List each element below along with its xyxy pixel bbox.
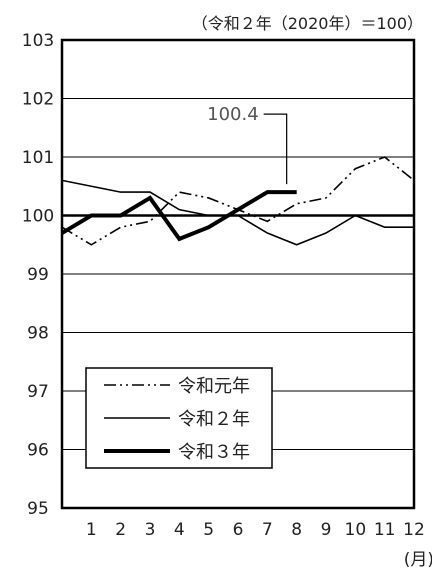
x-tick-label: 6 bbox=[233, 520, 244, 540]
x-tick-label: 2 bbox=[115, 520, 126, 540]
y-tick-label: 98 bbox=[27, 324, 49, 344]
x-tick-label: 3 bbox=[145, 520, 156, 540]
annotation-leader-line bbox=[263, 113, 288, 185]
annotation: 100.4 bbox=[207, 104, 288, 185]
series-line-2 bbox=[61, 179, 414, 246]
x-axis-tick-labels: 1 2 3 4 5 6 7 8 9 10 11 12 bbox=[86, 520, 425, 540]
x-tick-label: 9 bbox=[321, 520, 332, 540]
chart-note: （令和２年（2020年）＝100） bbox=[192, 14, 423, 33]
annotation-value-label: 100.4 bbox=[207, 104, 259, 125]
plot-frame bbox=[60, 38, 416, 510]
y-axis-tick-labels: 103 102 101 100 99 98 97 96 95 bbox=[22, 31, 54, 519]
y-tick-label: 97 bbox=[27, 382, 49, 402]
x-tick-label: 10 bbox=[345, 520, 367, 540]
y-tick-label: 100 bbox=[22, 207, 54, 227]
y-tick-label: 99 bbox=[27, 265, 49, 285]
series-line-1 bbox=[61, 156, 415, 246]
legend-label: 令和３年 bbox=[178, 442, 250, 463]
x-tick-label: 11 bbox=[374, 520, 396, 540]
x-tick-label: 12 bbox=[403, 520, 425, 540]
x-axis-unit-label: (月) bbox=[404, 550, 432, 570]
y-tick-label: 101 bbox=[22, 148, 54, 168]
x-tick-label: 8 bbox=[291, 520, 302, 540]
data-series bbox=[60, 156, 415, 246]
legend-label: 令和元年 bbox=[178, 376, 250, 397]
y-tick-label: 102 bbox=[22, 90, 54, 110]
x-tick-label: 7 bbox=[262, 520, 273, 540]
y-tick-label: 103 bbox=[22, 31, 54, 51]
y-tick-label: 95 bbox=[27, 499, 49, 519]
y-tick-label: 96 bbox=[27, 441, 49, 461]
x-tick-label: 1 bbox=[86, 520, 97, 540]
legend-label: 令和２年 bbox=[178, 409, 250, 430]
x-tick-label: 5 bbox=[203, 520, 214, 540]
x-tick-label: 4 bbox=[174, 520, 185, 540]
